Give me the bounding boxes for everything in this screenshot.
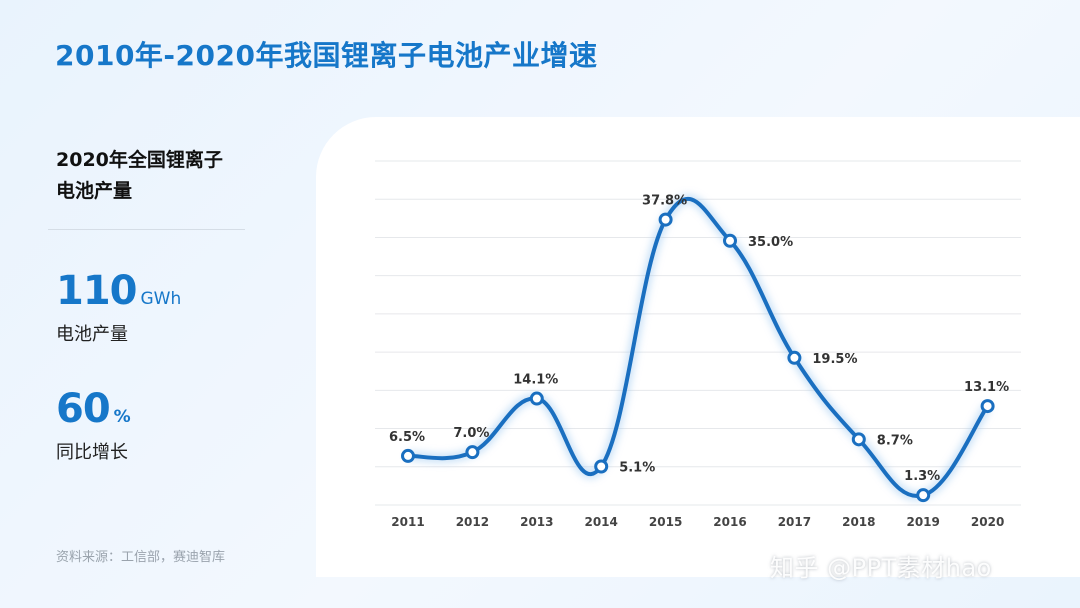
stat-value-row: 110 GWh [56, 268, 181, 314]
x-tick-label: 2018 [842, 515, 875, 529]
data-point [980, 399, 995, 414]
data-point [916, 488, 931, 503]
x-tick-label: 2019 [906, 515, 939, 529]
stat-production: 110 GWh 电池产量 [56, 268, 181, 346]
data-point [658, 212, 673, 227]
data-label: 14.1% [513, 373, 558, 388]
x-tick-label: 2013 [520, 515, 553, 529]
x-tick-label: 2012 [456, 515, 489, 529]
chart-panel: 6.5% 7.0% 14.1% 5.1% 37.8% 35.0% 19.5% 8.7% 1.3%… [316, 117, 1080, 577]
data-point [594, 459, 609, 474]
data-label: 1.3% [904, 469, 940, 484]
stat-label: 同比增长 [56, 442, 128, 463]
data-label: 5.1% [619, 460, 655, 475]
line-chart: 6.5% 7.0% 14.1% 5.1% 37.8% 35.0% 19.5% 8.7% 1.3%… [375, 160, 1021, 529]
data-label: 7.0% [453, 426, 489, 441]
stat-unit: % [113, 407, 131, 427]
stat-value: 110 [56, 268, 137, 314]
stat-value-row: 60% [56, 386, 131, 432]
x-tick-label: 2017 [778, 515, 811, 529]
x-tick-label: 2014 [584, 515, 617, 529]
x-tick-label: 2015 [649, 515, 682, 529]
data-point [529, 391, 544, 406]
data-point [851, 432, 866, 447]
summary-heading-line-2: 电池产量 [56, 180, 133, 202]
series-line-glow [407, 194, 992, 501]
data-label: 6.5% [389, 430, 425, 445]
source-note: 资料来源：工信部，赛迪智库 [56, 550, 226, 565]
stat-growth: 60% 同比增长 [56, 386, 131, 464]
data-label: 19.5% [812, 352, 857, 367]
series-line [406, 196, 990, 498]
x-tick-label: 2011 [391, 515, 424, 529]
summary-heading-line-1: 2020年全国锂离子 [56, 149, 223, 171]
watermark: 知乎 @PPT素材hao [770, 554, 992, 582]
stat-unit: GWh [140, 289, 182, 309]
divider [48, 229, 245, 230]
data-point [787, 350, 802, 365]
page-title: 2010年-2020年我国锂离子电池产业增速 [55, 39, 598, 72]
x-tick-label: 2016 [713, 515, 746, 529]
data-label: 37.8% [642, 194, 687, 209]
stat-value: 60 [56, 386, 111, 432]
data-point [465, 445, 480, 460]
x-tick-label: 2020 [971, 515, 1004, 529]
data-label: 35.0% [748, 235, 793, 250]
data-label: 13.1% [964, 380, 1009, 395]
summary-heading: 2020年全国锂离子 电池产量 [56, 145, 256, 207]
data-label: 8.7% [877, 433, 913, 448]
data-point [723, 233, 737, 248]
data-point [401, 448, 415, 463]
stat-label: 电池产量 [56, 324, 128, 345]
